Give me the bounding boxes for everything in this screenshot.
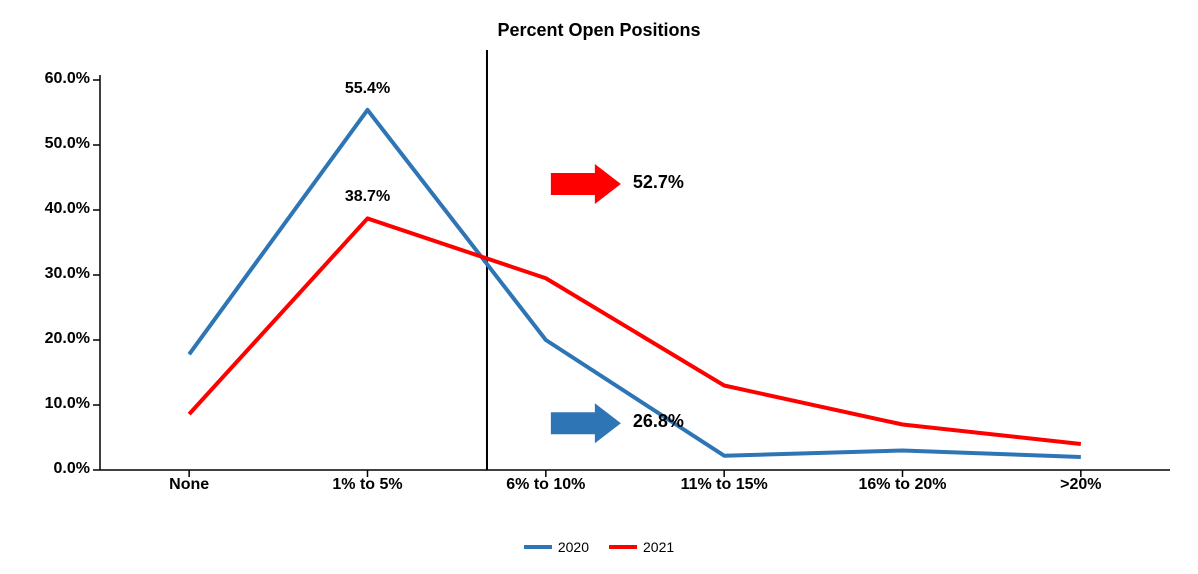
y-tick-label: 50.0% bbox=[45, 135, 90, 153]
x-tick-label: 6% to 10% bbox=[506, 476, 585, 494]
y-tick-label: 30.0% bbox=[45, 265, 90, 283]
legend: 2020 2021 bbox=[0, 538, 1198, 556]
y-tick-label: 40.0% bbox=[45, 200, 90, 218]
x-tick-label: >20% bbox=[1060, 476, 1101, 494]
x-tick-label: 16% to 20% bbox=[858, 476, 946, 494]
x-tick-label: None bbox=[169, 476, 209, 494]
legend-item: 2021 bbox=[609, 538, 674, 556]
annotation-arrow bbox=[551, 403, 621, 443]
annotation-arrow bbox=[551, 164, 621, 204]
series-2020 bbox=[189, 110, 1081, 457]
annotation-label: 52.7% bbox=[633, 172, 684, 193]
data-label: 55.4% bbox=[345, 80, 390, 98]
x-tick-label: 11% to 15% bbox=[681, 476, 768, 494]
legend-swatch bbox=[609, 545, 637, 549]
legend-label: 2021 bbox=[643, 539, 674, 555]
y-tick-label: 10.0% bbox=[45, 395, 90, 413]
series-2021 bbox=[189, 218, 1081, 444]
legend-swatch bbox=[524, 545, 552, 549]
x-tick-label: 1% to 5% bbox=[332, 476, 402, 494]
data-label: 38.7% bbox=[345, 188, 390, 206]
legend-label: 2020 bbox=[558, 539, 589, 555]
y-tick-label: 60.0% bbox=[45, 70, 90, 88]
legend-item: 2020 bbox=[524, 538, 589, 556]
annotation-label: 26.8% bbox=[633, 411, 684, 432]
y-tick-label: 20.0% bbox=[45, 330, 90, 348]
y-tick-label: 0.0% bbox=[54, 460, 90, 478]
